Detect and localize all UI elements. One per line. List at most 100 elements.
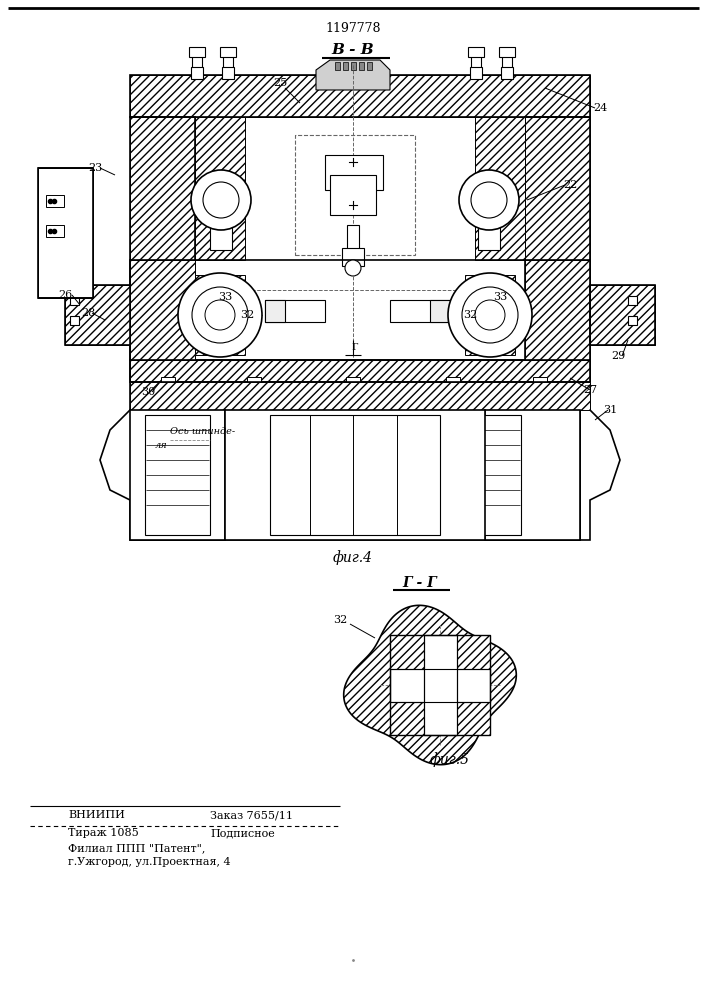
Circle shape (462, 287, 518, 343)
Text: Г - Г: Г - Г (402, 576, 438, 590)
Bar (390, 635, 490, 735)
Bar (195, 117, 245, 260)
Bar (145, 415, 210, 535)
Bar (471, 55, 481, 77)
Polygon shape (344, 605, 516, 765)
Circle shape (192, 287, 248, 343)
Bar (70, 316, 79, 325)
Bar (195, 330, 245, 355)
Bar (351, 62, 356, 70)
Bar (478, 225, 500, 250)
Polygon shape (316, 60, 390, 90)
Bar (265, 300, 285, 322)
Circle shape (475, 300, 505, 330)
Bar (161, 377, 175, 386)
Bar (130, 260, 195, 360)
Text: 1197778: 1197778 (325, 21, 381, 34)
Bar (70, 296, 79, 305)
Bar (191, 67, 203, 79)
Bar (38, 168, 93, 298)
Bar (189, 47, 205, 57)
Bar (130, 75, 590, 117)
Bar (130, 410, 225, 540)
Bar (335, 62, 340, 70)
Bar (38, 168, 93, 298)
Bar (192, 55, 202, 77)
Bar (330, 175, 376, 215)
Bar (130, 75, 590, 117)
Bar (390, 669, 490, 702)
Text: 33: 33 (493, 292, 507, 302)
Bar (468, 47, 484, 57)
Text: 29: 29 (611, 351, 625, 361)
Bar (501, 67, 513, 79)
Bar (346, 377, 360, 386)
Bar (220, 47, 236, 57)
Bar (470, 67, 482, 79)
Bar (502, 55, 512, 77)
Bar (590, 285, 655, 345)
Bar (210, 225, 232, 250)
Bar (475, 117, 525, 260)
Text: Г: Г (352, 344, 358, 353)
Bar (424, 635, 457, 735)
Bar (485, 410, 580, 540)
Bar (130, 260, 590, 360)
Text: 31: 31 (603, 405, 617, 415)
Bar (499, 47, 515, 57)
Bar (347, 225, 359, 265)
Circle shape (471, 182, 507, 218)
Text: 27: 27 (583, 385, 597, 395)
Bar (212, 222, 230, 228)
Bar (456, 415, 521, 535)
Text: фиг.5: фиг.5 (430, 753, 470, 767)
Text: фиг.4: фиг.4 (333, 551, 373, 565)
Circle shape (448, 273, 532, 357)
Text: ВНИИПИ: ВНИИПИ (68, 810, 125, 820)
Bar (130, 360, 590, 382)
Text: B - B: B - B (332, 43, 374, 57)
Bar (130, 360, 590, 382)
Bar (390, 635, 424, 669)
Bar (342, 248, 364, 266)
Bar (390, 701, 424, 735)
Circle shape (191, 170, 251, 230)
Bar (390, 300, 450, 322)
Text: 25: 25 (273, 78, 287, 88)
Polygon shape (100, 382, 620, 540)
Bar (430, 300, 450, 322)
Bar (343, 62, 348, 70)
Text: 28: 28 (81, 308, 95, 318)
Bar (525, 117, 590, 380)
Text: 23: 23 (88, 163, 102, 173)
Bar (628, 316, 637, 325)
Text: 33: 33 (218, 292, 232, 302)
Bar (130, 410, 225, 540)
Bar (628, 296, 637, 305)
Bar (46, 225, 64, 237)
Bar (65, 285, 130, 345)
Circle shape (178, 273, 262, 357)
Bar (270, 415, 440, 535)
Bar (359, 62, 364, 70)
Bar (525, 260, 590, 360)
Bar (223, 55, 233, 77)
Text: г.Ужгород, ул.Проектная, 4: г.Ужгород, ул.Проектная, 4 (68, 857, 230, 867)
Bar (65, 285, 130, 345)
Bar (525, 117, 590, 380)
Bar (390, 669, 490, 702)
Bar (130, 382, 590, 410)
Bar (325, 155, 383, 190)
Bar (295, 135, 415, 255)
Circle shape (203, 182, 239, 218)
Bar (367, 62, 372, 70)
Bar (485, 410, 580, 540)
Text: Подписное: Подписное (210, 828, 275, 838)
Circle shape (459, 170, 519, 230)
Text: Тираж 1085: Тираж 1085 (68, 828, 139, 838)
Text: Ось шпинде-: Ось шпинде- (170, 428, 235, 436)
Bar (195, 275, 245, 300)
Circle shape (345, 260, 361, 276)
Circle shape (205, 300, 235, 330)
Text: ля: ля (155, 440, 168, 450)
